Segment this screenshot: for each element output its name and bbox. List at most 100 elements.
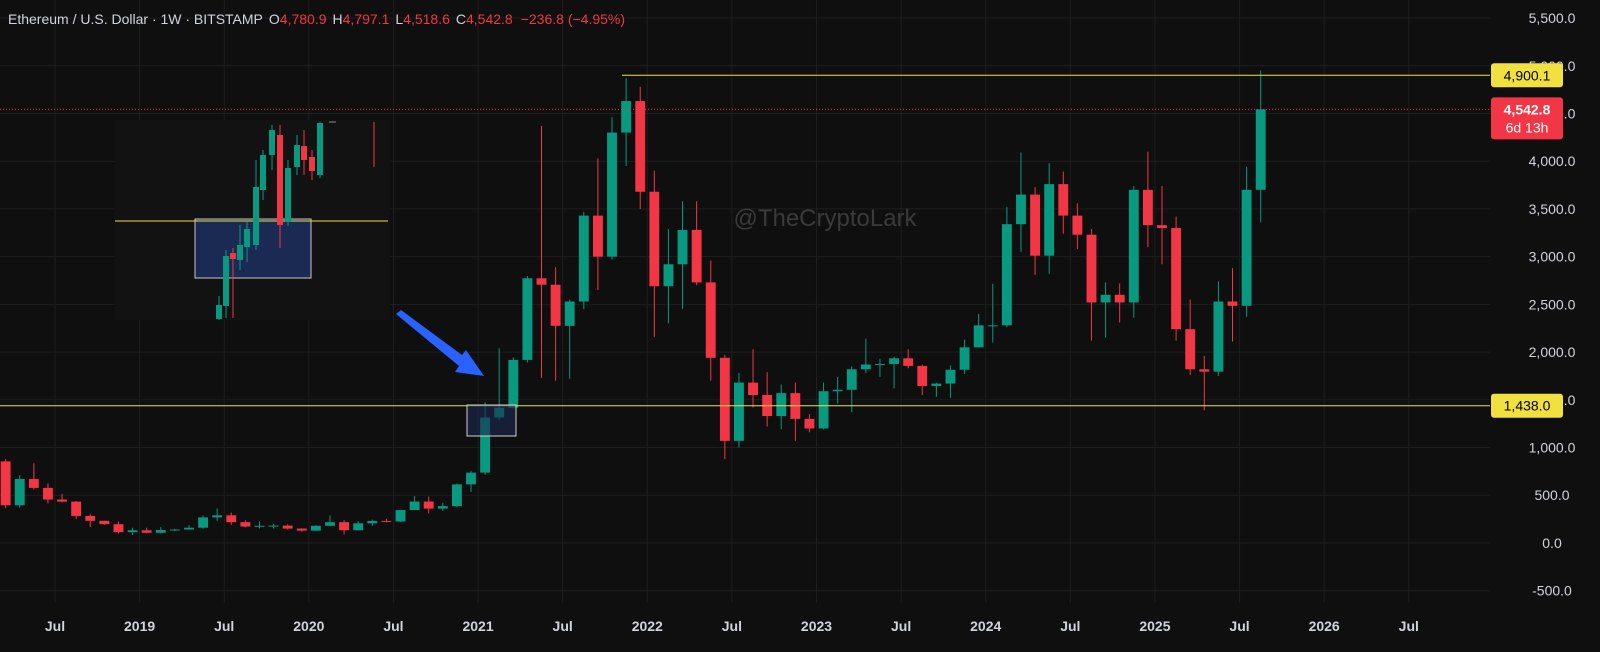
candle-body — [748, 382, 758, 396]
candle-body — [959, 347, 970, 370]
arrow — [396, 310, 484, 376]
candle-body — [14, 479, 25, 506]
candle-body — [381, 520, 392, 522]
ohlc-key: O — [268, 11, 280, 27]
y-tick-label: 500.0 — [1534, 487, 1569, 503]
candle-body — [1072, 215, 1083, 235]
candle-body — [1030, 194, 1041, 256]
candle-body — [113, 524, 124, 533]
candle-body — [846, 369, 857, 390]
candle-body — [903, 358, 914, 366]
candle-body — [325, 522, 335, 526]
candle-body — [57, 499, 67, 502]
candle-body — [212, 515, 223, 518]
x-tick-label: Jul — [383, 618, 403, 634]
countdown: 6d 13h — [1506, 119, 1549, 135]
x-tick-label: Jul — [1229, 618, 1249, 634]
candle-body — [875, 364, 885, 366]
candle-body — [1142, 189, 1153, 226]
x-tick-label: Jul — [1060, 618, 1080, 634]
candle-body — [1157, 225, 1167, 229]
candle-body — [127, 530, 138, 533]
candle-body — [889, 358, 899, 365]
candle-body — [423, 501, 434, 509]
watermark: @TheCryptoLark — [733, 205, 917, 232]
level-tag — [1491, 393, 1563, 418]
price-axis: -500.00.0500.01,000.01,500.02,000.02,500… — [45, 10, 1576, 634]
candle-body — [578, 215, 589, 302]
x-tick-label: 2021 — [462, 618, 493, 634]
candle-body — [99, 520, 110, 525]
candle-body — [945, 369, 956, 384]
candle-body — [1128, 189, 1139, 303]
x-tick-label: 2025 — [1139, 618, 1170, 634]
x-tick-label: Jul — [722, 618, 742, 634]
y-tick-label: 0.0 — [1542, 535, 1562, 551]
candle-body — [268, 525, 279, 527]
last-price-tag — [1491, 97, 1563, 140]
candle-body — [804, 418, 815, 429]
candle-body — [973, 325, 984, 348]
candle-body — [184, 527, 194, 530]
x-tick-label: 2019 — [124, 618, 155, 634]
candle-body — [437, 506, 448, 509]
inset-box — [194, 218, 312, 279]
y-tick-label: 3,000.0 — [1529, 249, 1576, 265]
ohlc-value: 4,797.1 — [342, 11, 390, 27]
candle-body — [1044, 184, 1055, 256]
candle-body — [776, 393, 787, 417]
candle-body — [85, 515, 96, 521]
candle-body — [705, 282, 716, 358]
candle-body — [1016, 194, 1026, 225]
candle-body — [1114, 294, 1125, 303]
candle-body — [607, 132, 617, 257]
candle-body — [451, 484, 462, 507]
candle-body — [508, 359, 519, 408]
candle-body — [931, 383, 942, 386]
candle-body — [1185, 329, 1196, 370]
candle-body — [71, 501, 82, 516]
candle-body — [832, 389, 843, 392]
x-tick-label: 2024 — [970, 618, 1001, 634]
candle-body — [649, 191, 660, 287]
candle-body — [1241, 189, 1252, 306]
y-tick-label: 2,500.0 — [1529, 296, 1576, 312]
candle-body — [254, 525, 265, 527]
candle-body — [466, 472, 476, 485]
candle-body — [226, 515, 237, 523]
candle-body — [409, 501, 420, 511]
candle-body — [367, 520, 378, 524]
candle-body — [1058, 184, 1069, 216]
inset — [115, 120, 390, 320]
x-tick-label: Jul — [45, 618, 65, 634]
candle-body — [353, 523, 364, 531]
candle-body — [522, 278, 533, 360]
candle-body — [296, 528, 307, 531]
y-tick-label: 1,000.0 — [1529, 440, 1576, 456]
change: −236.8 (−4.95%) — [520, 11, 626, 27]
candle-body — [663, 264, 674, 287]
y-tick-label: 5,500.0 — [1529, 10, 1576, 26]
candle-body — [310, 525, 321, 531]
candle-body — [141, 530, 152, 533]
x-tick-label: Jul — [553, 618, 573, 634]
candle-body — [480, 417, 491, 473]
candle-body — [1199, 369, 1210, 372]
candle-body — [550, 284, 561, 326]
candle-body — [1171, 228, 1182, 330]
candle-body — [1227, 301, 1238, 306]
y-tick-label: 4,000.0 — [1529, 153, 1576, 169]
level-tag-label: 4,900.1 — [1504, 67, 1551, 83]
grid — [0, 0, 1490, 603]
candle-body — [592, 215, 603, 257]
candle-body — [1001, 224, 1012, 326]
legend-header: Ethereum / U.S. Dollar · 1W · BITSTAMP O4… — [8, 11, 625, 27]
candle-body — [860, 364, 871, 370]
candle-body — [719, 357, 730, 441]
candle-body — [734, 382, 744, 441]
x-tick-label: 2023 — [801, 618, 832, 634]
candle-body — [240, 522, 251, 527]
ohlc-key: C — [455, 11, 466, 27]
x-tick-label: 2020 — [293, 618, 324, 634]
